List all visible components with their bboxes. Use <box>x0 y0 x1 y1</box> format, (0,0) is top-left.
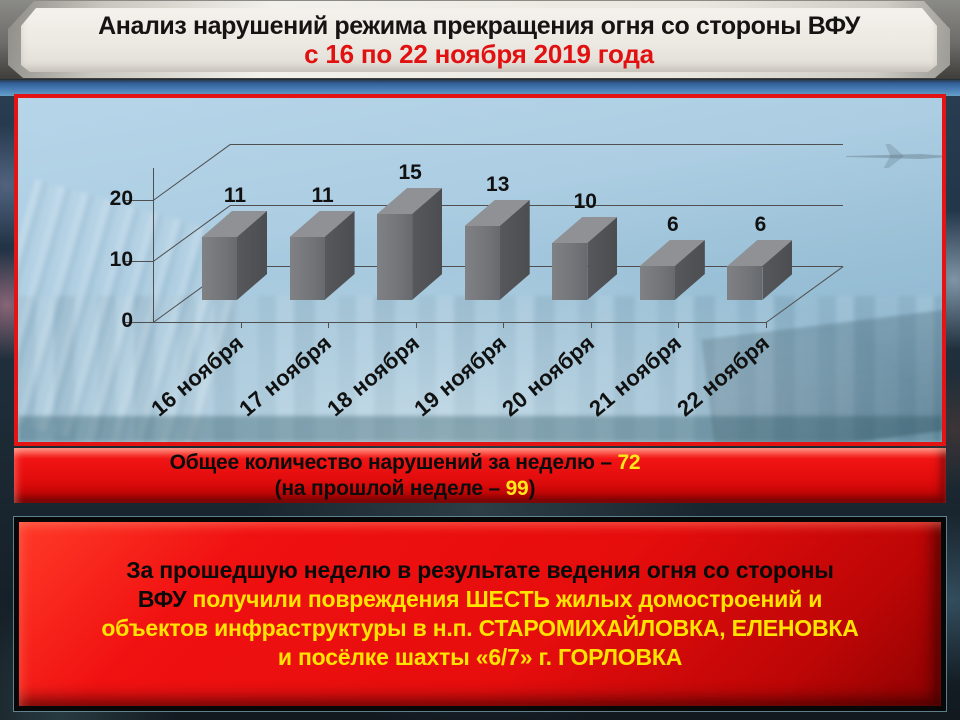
violations-chart-panel: 0 10 20 11 16 ноября 11 17 ноября 15 18 ноября 13… <box>14 94 946 446</box>
bar-value-label-4: 13 <box>486 173 510 196</box>
bar-value-label-5: 10 <box>573 190 597 213</box>
weekly-total-text: Общее количество нарушений за неделю – 7… <box>14 450 946 502</box>
x-tick-4 <box>503 322 505 328</box>
grid-line-back-0 <box>230 266 843 267</box>
title-plaque-face: Анализ нарушений режима прекращения огня… <box>21 8 937 72</box>
chart-bar-2 <box>289 237 325 300</box>
x-tick-2 <box>328 322 330 328</box>
x-tick-3 <box>415 322 417 328</box>
chart-bar-7 <box>727 266 763 300</box>
x-axis-label-4: 19 ноября <box>409 330 512 422</box>
x-axis-label-1: 16 ноября <box>146 330 249 422</box>
x-tick-7 <box>765 322 767 328</box>
previous-week-suffix: ) <box>528 476 536 500</box>
x-axis-label-5: 20 ноября <box>496 330 599 422</box>
grid-line-back-20 <box>230 144 843 145</box>
previous-week-label: (на прошлой неделе – <box>274 476 506 500</box>
x-axis-label-6: 21 ноября <box>584 330 687 422</box>
x-tick-1 <box>240 322 242 328</box>
slide-title: Анализ нарушений режима прекращения огня… <box>98 11 860 40</box>
bar-chart-3d: 0 10 20 11 16 ноября 11 17 ноября 15 18 ноября 13… <box>18 98 942 442</box>
chart-bar-6 <box>639 266 675 300</box>
y-axis-label-0: 0 <box>121 309 133 332</box>
y-tick-20 <box>125 200 153 201</box>
total-label: Общее количество нарушений за неделю – <box>169 450 618 474</box>
vfu-label: ВФУ <box>137 586 187 612</box>
damage-line-2-text: получили повреждения ШЕСТЬ жилых домостр… <box>186 586 823 612</box>
damage-summary-box: За прошедшую неделю в результате ведения… <box>13 516 947 712</box>
y-axis-label-20: 20 <box>109 187 133 210</box>
damage-line-3: объектов инфраструктуры в н.п. СТАРОМИХА… <box>101 615 859 641</box>
previous-week-value: 99 <box>505 476 529 500</box>
bar-value-label-6: 6 <box>667 213 679 236</box>
y-tick-10 <box>125 261 153 262</box>
damage-line-1: За прошедшую неделю в результате ведения… <box>126 557 834 583</box>
x-tick-6 <box>678 322 680 328</box>
chart-bar-4 <box>464 226 500 300</box>
total-value: 72 <box>617 450 641 474</box>
x-axis-label-3: 18 ноября <box>321 330 424 422</box>
y-axis-line <box>153 168 154 322</box>
damage-line-2: ВФУ получили повреждения ШЕСТЬ жилых дом… <box>137 585 823 614</box>
bar-value-label-3: 15 <box>398 161 422 184</box>
y-axis-label-10: 10 <box>109 248 133 271</box>
bar-value-label-2: 11 <box>311 184 334 207</box>
x-tick-5 <box>590 322 592 328</box>
x-axis-label-7: 22 ноября <box>672 330 775 422</box>
damage-line-4: и посёлке шахты «6/7» г. ГОРЛОВКА <box>277 644 683 670</box>
sky-band <box>0 79 960 96</box>
title-plaque: Анализ нарушений режима прекращения огня… <box>8 1 950 78</box>
weekly-total-banner: Общее количество нарушений за неделю – 7… <box>14 448 946 503</box>
bar-value-label-1: 11 <box>223 184 247 207</box>
total-violations-line: Общее количество нарушений за неделю – 7… <box>14 450 796 476</box>
chart-bar-1 <box>202 237 237 300</box>
chart-bar-3 <box>377 214 413 300</box>
chart-bar-5 <box>552 243 588 300</box>
x-axis-floor-line <box>153 322 766 323</box>
previous-week-line: (на прошлой неделе – 99) <box>14 476 796 502</box>
y-tick-0 <box>125 322 153 323</box>
slide-subtitle-dates: с 16 по 22 ноября 2019 года <box>304 38 654 69</box>
bar-value-label-7: 6 <box>754 213 767 236</box>
grid-line-back-10 <box>230 205 843 206</box>
x-axis-label-2: 17 ноября <box>234 330 337 422</box>
